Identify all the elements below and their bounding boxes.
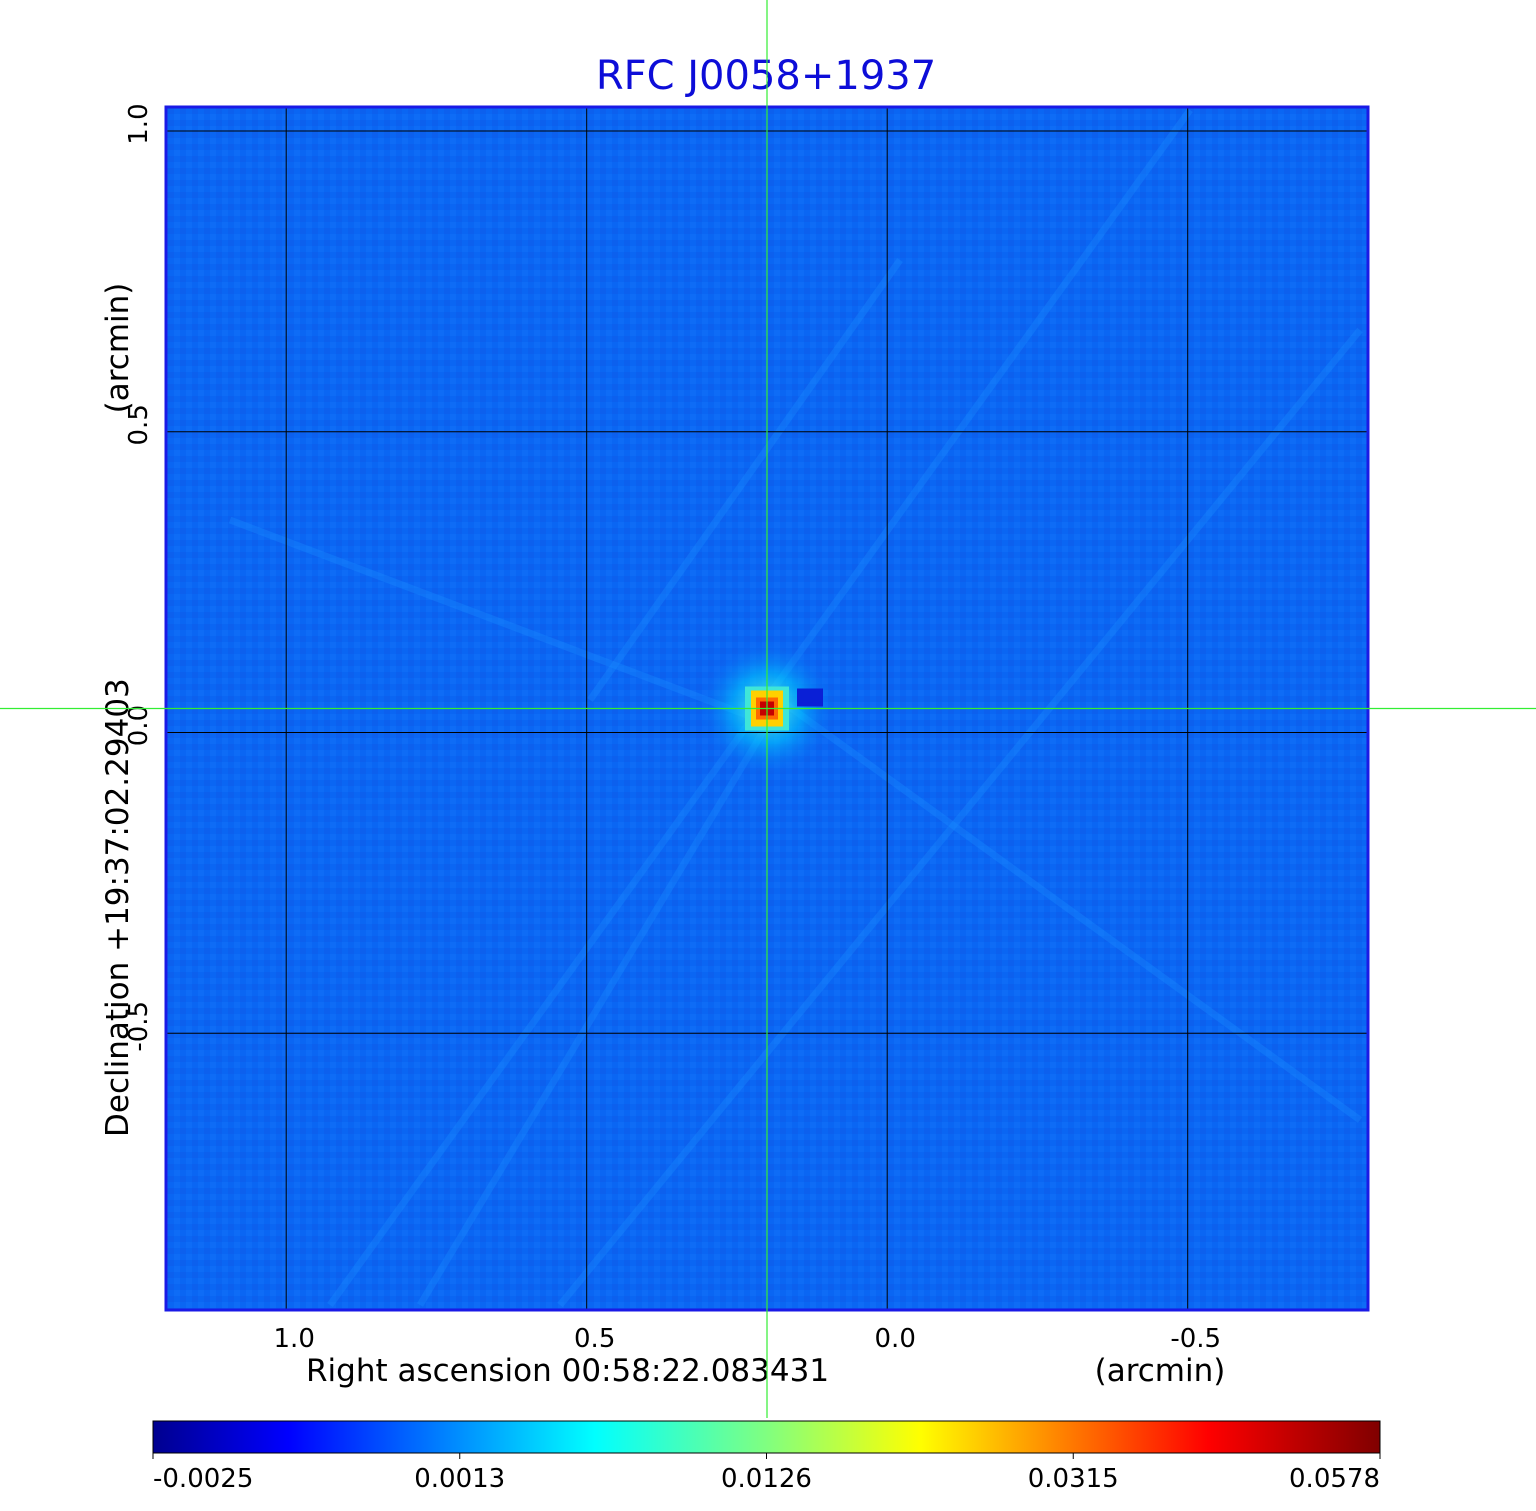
- y-tick-label: 1.0: [124, 103, 154, 144]
- crosshair: [0, 0, 1536, 1418]
- colorbar-tick-label: -0.0025: [153, 1464, 253, 1494]
- sidelobe-streak: [416, 718, 774, 1307]
- y-axis-unit: (arcmin): [100, 283, 136, 414]
- y-tick-label: 0.0: [124, 705, 154, 746]
- y-axis-label: Declination +19:37:02.29403: [100, 678, 136, 1137]
- x-tick-label: 1.0: [274, 1324, 315, 1354]
- colorbar: -0.0025 0.0013 0.0126 0.0315 0.0578: [152, 1420, 1381, 1494]
- colorbar-gradient: [152, 1420, 1381, 1454]
- x-tick-label: 0.5: [574, 1324, 615, 1354]
- negative-lobe: [797, 688, 823, 707]
- x-tick-label: -0.5: [1170, 1324, 1221, 1354]
- sidelobe-streak: [777, 697, 1363, 1123]
- chart-title: RFC J0058+1937: [596, 53, 936, 99]
- colorbar-tick-label: 0.0013: [414, 1464, 505, 1494]
- colorbar-tick-label: 0.0578: [1289, 1464, 1380, 1494]
- x-tick-label: 0.0: [875, 1324, 916, 1354]
- colorbar-tick-label: 0.0315: [1028, 1464, 1119, 1494]
- x-axis-unit: (arcmin): [1095, 1353, 1226, 1389]
- sidelobe-streak: [228, 516, 762, 724]
- y-tick-label: 0.5: [124, 404, 154, 445]
- psf-sidelobe-streaks: [228, 107, 1363, 1308]
- sidelobe-streak: [587, 257, 903, 703]
- colorbar-tick-labels: -0.0025 0.0013 0.0126 0.0315 0.0578: [152, 1453, 1381, 1494]
- y-tick-label: -0.5: [124, 1001, 154, 1052]
- sidelobe-streak: [557, 327, 1363, 1308]
- x-tick-labels: 1.0 0.5 0.0 -0.5: [274, 1324, 1222, 1354]
- y-tick-labels: 1.0 0.5 0.0 -0.5: [124, 103, 154, 1051]
- x-axis-label: Right ascension 00:58:22.083431: [306, 1353, 829, 1389]
- colorbar-tick-label: 0.0126: [721, 1464, 812, 1494]
